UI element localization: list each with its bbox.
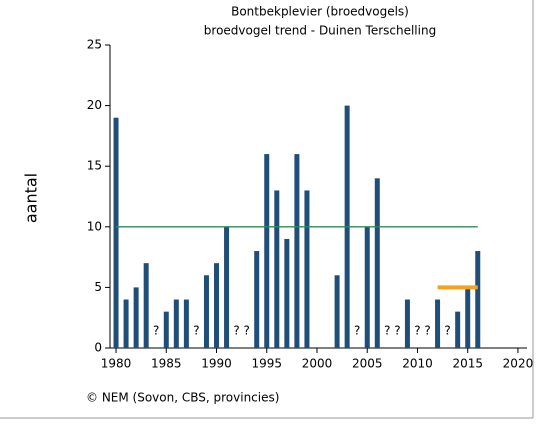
footer: © NEM (Sovon, CBS, provincies) [86,391,279,405]
bar [284,238,290,348]
x-tick-label: 2005 [352,357,383,371]
x-tick-label: 2010 [402,357,433,371]
value-label: ? [424,324,430,338]
bar [294,154,300,348]
value-label: ? [394,324,400,338]
y-tick-label: 20 [87,98,102,112]
value-label: ? [243,324,249,338]
bar [113,117,119,348]
bar [143,263,149,348]
bar [364,226,370,348]
y-tick-label: 25 [87,38,102,52]
value-label: ? [233,324,239,338]
bar [455,311,461,348]
bar [173,299,179,348]
value-label: ? [414,324,420,338]
x-tick-label: 1980 [101,357,132,371]
x-tick-label: 2015 [452,357,483,371]
bar [133,287,139,348]
x-tick-label: 2000 [302,357,333,371]
bar [435,299,441,348]
bar [304,190,310,348]
bar [224,226,230,348]
y-tick-label: 5 [94,280,102,294]
y-tick-label: 0 [94,341,102,355]
chart-subtitle: broedvogel trend - Duinen Terschelling [204,24,436,38]
bar [214,263,220,348]
bar [183,299,189,348]
bar [475,251,481,348]
y-tick-label: 10 [87,219,102,233]
x-tick-label: 2020 [503,357,534,371]
value-label: ? [354,324,360,338]
x-tick-label: 1995 [251,357,282,371]
x-tick-label: 1985 [151,357,182,371]
value-label: ? [444,324,450,338]
bar [465,287,471,348]
value-label: ? [153,324,159,338]
bar [123,299,129,348]
x-tick-label: 1990 [201,357,232,371]
value-label: ? [193,324,199,338]
bar [254,251,260,348]
value-label: ? [384,324,390,338]
bar [404,299,410,348]
bar [264,154,270,348]
bar [274,190,280,348]
bar [334,275,340,348]
chart-title: Bontbekplevier (broedvogels) [231,5,409,19]
bar [203,275,209,348]
y-tick-label: 15 [87,159,102,173]
bar [163,311,169,348]
y-axis-label: aantal [22,173,41,223]
bar [374,178,380,348]
